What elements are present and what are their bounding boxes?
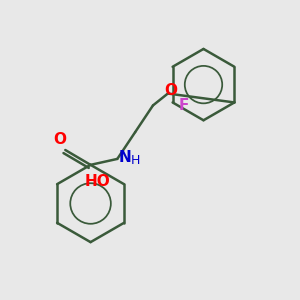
Text: F: F	[178, 98, 189, 113]
Text: O: O	[164, 83, 177, 98]
Text: HO: HO	[85, 174, 111, 189]
Text: N: N	[119, 150, 131, 165]
Text: O: O	[53, 132, 66, 147]
Text: H: H	[131, 154, 140, 167]
